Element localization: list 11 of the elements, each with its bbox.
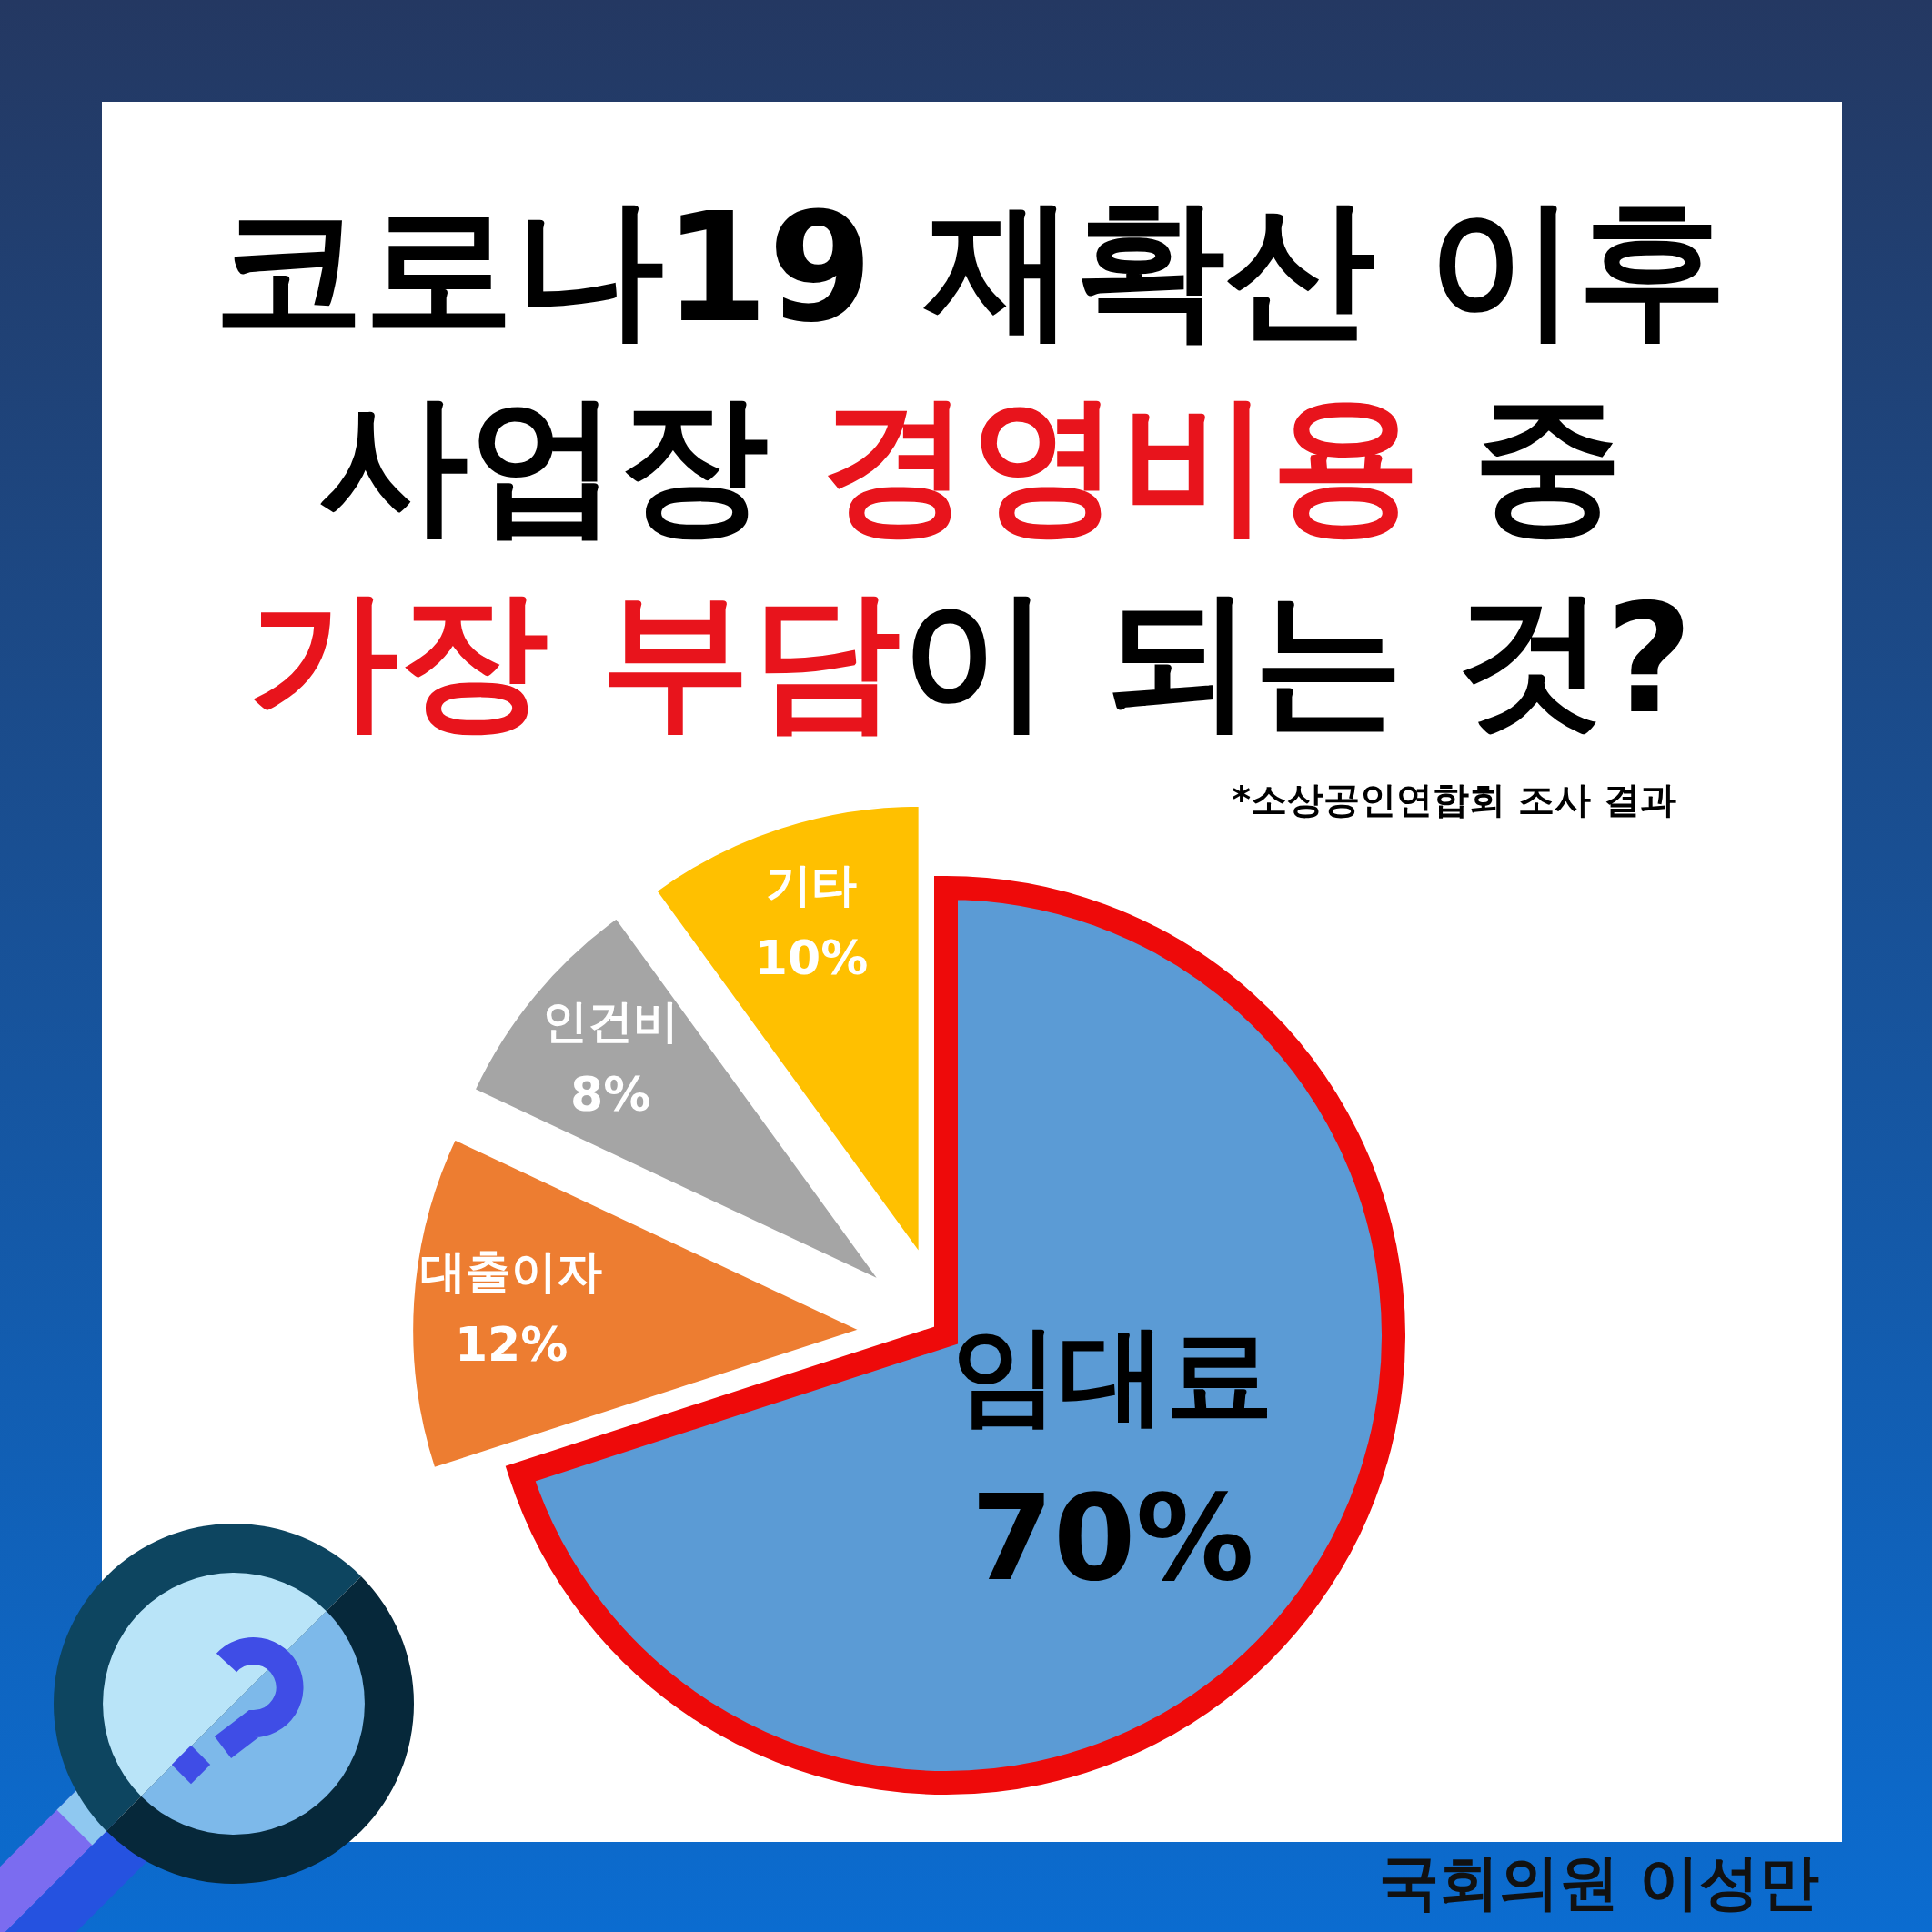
text: *소상공인연합회 조사 결과 xyxy=(1232,779,1676,820)
slice-label: 임대료 xyxy=(951,1312,1274,1438)
data-label: 70% xyxy=(971,1469,1254,1608)
slice-label: 인건비 xyxy=(542,994,679,1048)
text: 국회의원 이성만 xyxy=(1378,1847,1820,1917)
slice-label: 대출이자 xyxy=(420,1244,603,1298)
slice-label: 기타 xyxy=(766,858,858,911)
data-label: 8% xyxy=(569,1066,651,1122)
data-label: 10% xyxy=(754,930,869,985)
data-label: 12% xyxy=(454,1316,569,1372)
chart-title: 코로나19 재확산 이후 사업장 경영비용 중 가장 부담이 되는 것? xyxy=(213,181,1728,747)
